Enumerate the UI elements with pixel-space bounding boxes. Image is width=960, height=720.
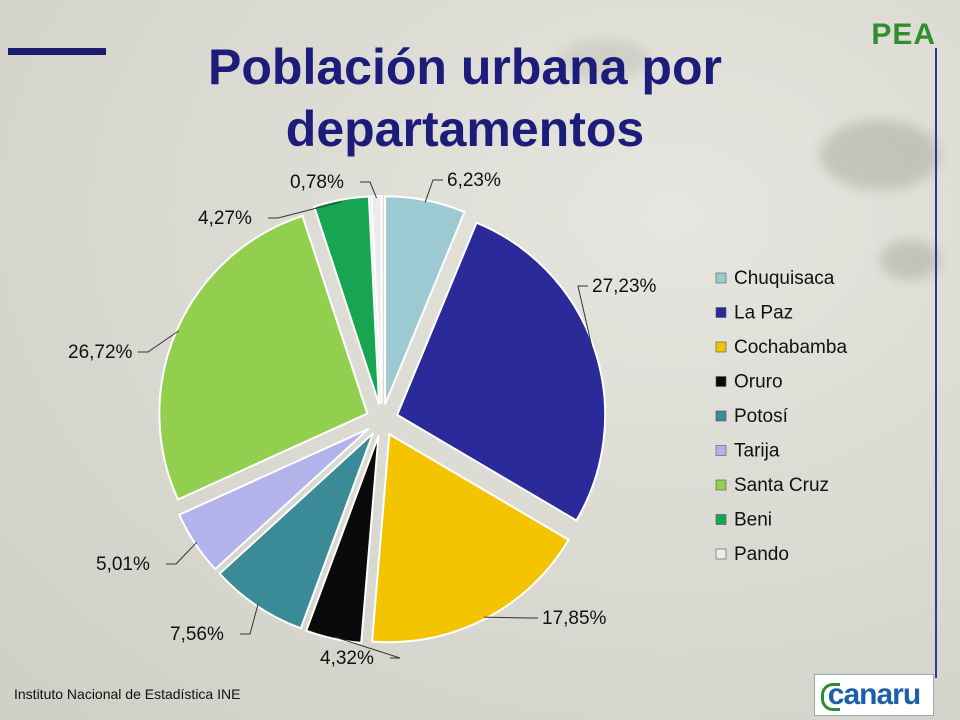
data-label-la-paz: 27,23%: [592, 276, 657, 297]
title-accent-bar: [8, 48, 106, 55]
legend-label-la-paz: La Paz: [734, 303, 793, 324]
legend-swatch-pando: [715, 548, 727, 560]
data-label-potosi: 7,56%: [170, 624, 224, 645]
page-title: Población urbana por departamentos: [208, 39, 722, 157]
leader-line-chuquisaca: [424, 179, 443, 203]
leader-line-santa-cruz: [138, 330, 180, 353]
leader-line-tarija: [166, 541, 198, 565]
legend-swatch-la-paz: [715, 307, 727, 318]
legend-label-potosi: Potosí: [734, 406, 789, 427]
data-label-tarija: 5,01%: [96, 554, 150, 575]
pie-slice-cochabamba: [370, 432, 570, 644]
data-label-santa-cruz: 26,72%: [68, 342, 133, 363]
data-label-chuquisaca: 6,23%: [447, 170, 501, 191]
logo-text: canaru: [827, 678, 921, 711]
pie-slices: [158, 195, 607, 644]
leader-line-cochabamba: [484, 616, 538, 619]
data-labels: 6,23% 27,23% 17,85% 4,32% 7,56% 5,01% 26,72% 4,…: [68, 170, 657, 669]
legend-swatch-oruro: [715, 376, 727, 387]
legend-swatch-santa-cruz: [715, 479, 727, 491]
legend-swatch-chuquisaca: [715, 272, 727, 284]
legend-label-oruro: Oruro: [734, 372, 783, 393]
legend-swatch-potosi: [715, 410, 727, 422]
leader-line-pando: [360, 181, 378, 199]
data-label-beni: 4,27%: [198, 208, 252, 229]
pie-slice-potosi: [218, 432, 375, 630]
data-label-oruro: 4,32%: [320, 648, 374, 669]
legend-label-cochabamba: Cochabamba: [734, 337, 847, 358]
chart-legend: Chuquisaca La Paz Cochabamba Oruro Potosí Tar…: [715, 268, 847, 565]
legend-label-chuquisaca: Chuquisaca: [734, 268, 835, 289]
leader-line-oruro: [333, 636, 401, 659]
leader-line-beni: [268, 201, 342, 219]
pie-slice-santa-cruz: [158, 214, 369, 501]
legend-swatch-beni: [715, 514, 727, 525]
source-note: Instituto Nacional de Estadística INE: [14, 686, 241, 702]
data-label-cochabamba: 17,85%: [542, 608, 607, 629]
legend-label-tarija: Tarija: [734, 441, 780, 462]
pie-slice-pando: [370, 195, 383, 405]
leader-line-potosi: [240, 604, 259, 635]
legend-label-pando: Pando: [734, 544, 789, 565]
logo-mark-icon: [821, 683, 840, 711]
canaru-logo: canaru: [814, 674, 934, 716]
legend-label-beni: Beni: [734, 510, 772, 531]
pie-slice-beni: [312, 195, 381, 405]
data-label-pando: 0,78%: [290, 172, 344, 193]
leader-line-la-paz: [577, 285, 593, 350]
pie-slice-oruro: [304, 435, 380, 644]
legend-swatch-tarija: [715, 445, 727, 456]
background-smudge: [820, 120, 940, 190]
background-smudge: [880, 240, 940, 280]
background-smudge: [560, 40, 650, 80]
legend-swatch-cochabamba: [715, 341, 727, 353]
legend-label-santa-cruz: Santa Cruz: [734, 475, 829, 496]
pie-slice-la-paz: [395, 221, 607, 522]
corner-label: PEA: [871, 18, 936, 51]
right-vertical-rule: [935, 48, 937, 678]
leader-lines: [138, 179, 593, 659]
